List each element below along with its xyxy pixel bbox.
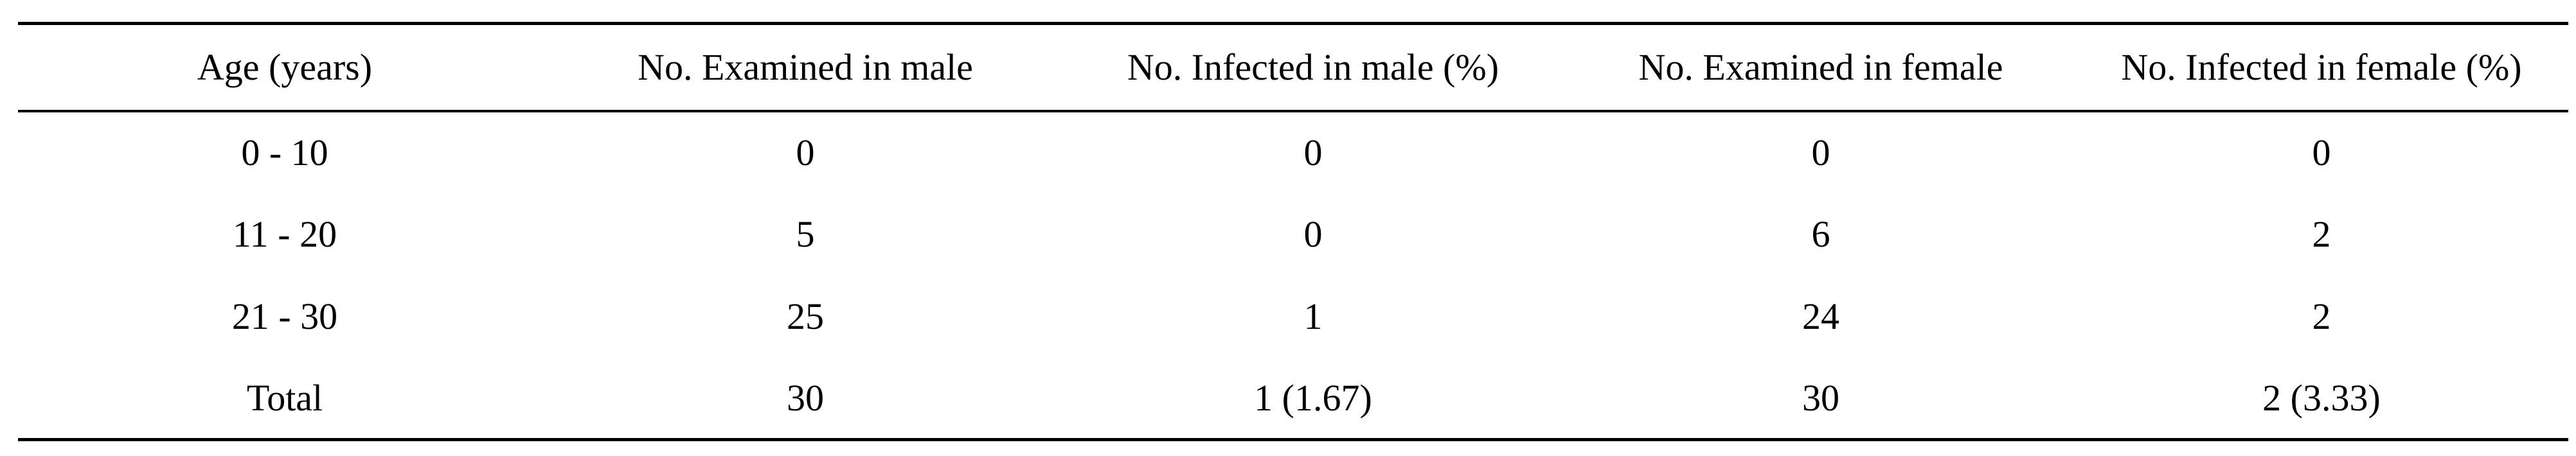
cell-examined-female: 6: [1811, 213, 1830, 255]
header-age: Age (years): [18, 22, 551, 112]
cell-infected-male: 1 (1.67): [1059, 357, 1567, 441]
cell-examined-male: 5: [796, 213, 815, 255]
cell-age: 0 - 10: [241, 132, 328, 173]
header-infected-male: No. Infected in male (%): [1059, 22, 1567, 112]
table-row: 0 - 10 0 0 0 0: [18, 111, 2568, 193]
cell-examined-female: 24: [1802, 295, 1839, 337]
header-examined-male: No. Examined in male: [551, 22, 1059, 112]
cell-examined-female: 0: [1811, 132, 1830, 173]
cell-examined-female: 30: [1567, 357, 2075, 441]
cell-infected-male: 0: [1303, 132, 1323, 173]
table-header-row: Age (years) No. Examined in male No. Inf…: [18, 22, 2568, 112]
infection-by-age-table: Age (years) No. Examined in male No. Inf…: [18, 22, 2568, 441]
table-row: 21 - 30 25 1 24 2: [18, 276, 2568, 358]
cell-examined-male: 30: [551, 357, 1059, 441]
cell-infected-male: 0: [1303, 213, 1323, 255]
cell-infected-female: 2 (3.33): [2075, 357, 2568, 441]
cell-age: 21 - 30: [231, 295, 338, 337]
cell-infected-female: 0: [2312, 132, 2331, 173]
cell-examined-male: 0: [796, 132, 815, 173]
cell-age: Total: [18, 357, 551, 441]
header-examined-female: No. Examined in female: [1567, 22, 2075, 112]
cell-infected-female: 2: [2312, 213, 2331, 255]
cell-infected-male: 1: [1303, 295, 1323, 337]
table-row-total: Total 30 1 (1.67) 30 2 (3.33): [18, 357, 2568, 441]
cell-infected-female: 2: [2312, 295, 2331, 337]
cell-age: 11 - 20: [232, 213, 337, 255]
table-row: 11 - 20 5 0 6 2: [18, 193, 2568, 276]
cell-examined-male: 25: [787, 295, 824, 337]
header-infected-female: No. Infected in female (%): [2075, 22, 2568, 112]
